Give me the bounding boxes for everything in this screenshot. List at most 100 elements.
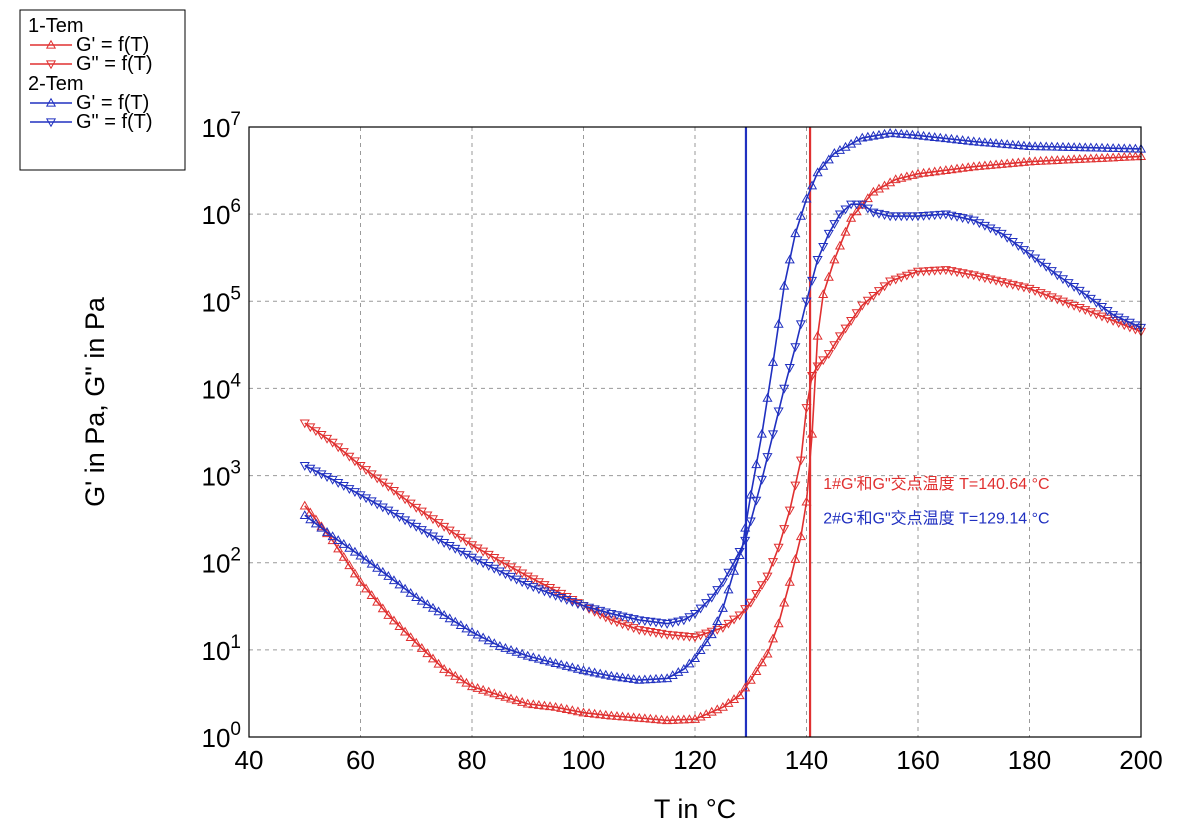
data-point xyxy=(333,543,344,553)
data-point xyxy=(411,592,422,602)
data-point xyxy=(851,206,862,216)
data-point xyxy=(662,630,673,640)
data-point xyxy=(433,606,444,616)
data-point xyxy=(918,267,929,277)
data-point xyxy=(517,648,528,658)
data-point xyxy=(784,363,795,373)
data-point xyxy=(394,491,405,501)
data-point xyxy=(924,131,935,141)
legend-marker xyxy=(45,118,57,128)
data-point xyxy=(623,613,634,623)
data-point xyxy=(444,667,455,677)
data-point xyxy=(595,668,606,678)
data-point xyxy=(673,617,684,627)
data-point xyxy=(639,617,650,626)
legend-entry-label: G' = f(T) xyxy=(76,92,149,114)
data-point xyxy=(656,629,667,639)
data-point xyxy=(946,267,957,277)
data-point xyxy=(717,603,728,612)
data-point xyxy=(656,619,667,629)
data-point xyxy=(940,210,951,220)
data-point xyxy=(466,626,478,636)
data-point xyxy=(606,670,617,680)
data-point xyxy=(1024,141,1035,150)
data-point xyxy=(717,623,728,633)
data-point xyxy=(745,489,756,499)
data-point xyxy=(924,267,935,276)
data-point xyxy=(795,531,806,541)
data-point xyxy=(801,297,812,307)
data-point xyxy=(812,330,823,340)
data-point xyxy=(1013,157,1024,167)
data-point xyxy=(1002,279,1013,289)
data-point xyxy=(862,131,873,141)
data-point xyxy=(494,690,505,700)
data-point xyxy=(812,362,823,372)
data-point xyxy=(667,714,678,724)
data-point xyxy=(377,566,388,576)
data-point xyxy=(1119,143,1130,153)
data-point xyxy=(957,135,968,145)
data-point xyxy=(734,547,745,557)
data-point xyxy=(1002,139,1013,149)
data-point xyxy=(1046,155,1057,165)
data-point xyxy=(1007,280,1018,290)
data-point xyxy=(885,127,896,137)
data-point xyxy=(366,558,377,568)
data-point xyxy=(712,616,723,626)
legend-entry-label: G" = f(T) xyxy=(76,53,153,75)
data-point xyxy=(1018,140,1029,150)
data-point xyxy=(383,609,394,619)
data-point xyxy=(1007,157,1018,167)
data-point xyxy=(762,572,773,582)
data-point xyxy=(946,133,957,143)
data-point xyxy=(1057,154,1069,164)
data-point xyxy=(717,578,728,588)
data-point xyxy=(857,132,868,142)
data-point xyxy=(990,276,1002,286)
data-point xyxy=(639,627,650,636)
data-point xyxy=(349,568,360,578)
data-point xyxy=(461,677,472,687)
y-tick-label: 106 xyxy=(202,196,242,230)
data-point xyxy=(979,160,990,170)
data-point xyxy=(411,637,422,647)
data-point xyxy=(951,163,963,173)
data-point xyxy=(751,459,762,469)
data-point xyxy=(361,583,372,593)
data-point xyxy=(879,128,890,138)
legend-marker xyxy=(45,97,57,107)
legend-marker xyxy=(45,39,57,49)
data-point xyxy=(1091,153,1102,163)
data-point xyxy=(801,404,812,413)
data-point xyxy=(823,229,834,239)
data-point xyxy=(924,211,935,221)
data-point xyxy=(684,658,695,668)
data-point xyxy=(539,700,550,710)
data-point xyxy=(957,162,968,172)
data-point xyxy=(968,271,979,281)
data-point xyxy=(790,554,801,563)
data-point xyxy=(405,587,416,597)
data-point xyxy=(918,167,929,177)
data-point xyxy=(344,542,355,552)
data-point xyxy=(400,626,411,636)
data-point xyxy=(383,571,394,580)
data-point xyxy=(567,662,578,672)
data-point xyxy=(623,673,634,683)
data-point xyxy=(723,584,734,594)
data-point xyxy=(963,162,974,172)
data-point xyxy=(1063,142,1074,151)
data-point xyxy=(1030,254,1041,264)
data-point xyxy=(985,160,996,169)
crossover-lines xyxy=(744,127,812,737)
data-point xyxy=(985,137,996,147)
data-point xyxy=(795,210,806,220)
data-point xyxy=(305,514,316,524)
series-3 xyxy=(299,127,1147,684)
data-point xyxy=(968,161,979,171)
data-point xyxy=(528,652,539,662)
data-point xyxy=(450,616,461,626)
data-point xyxy=(762,453,773,462)
data-point xyxy=(1108,143,1119,152)
